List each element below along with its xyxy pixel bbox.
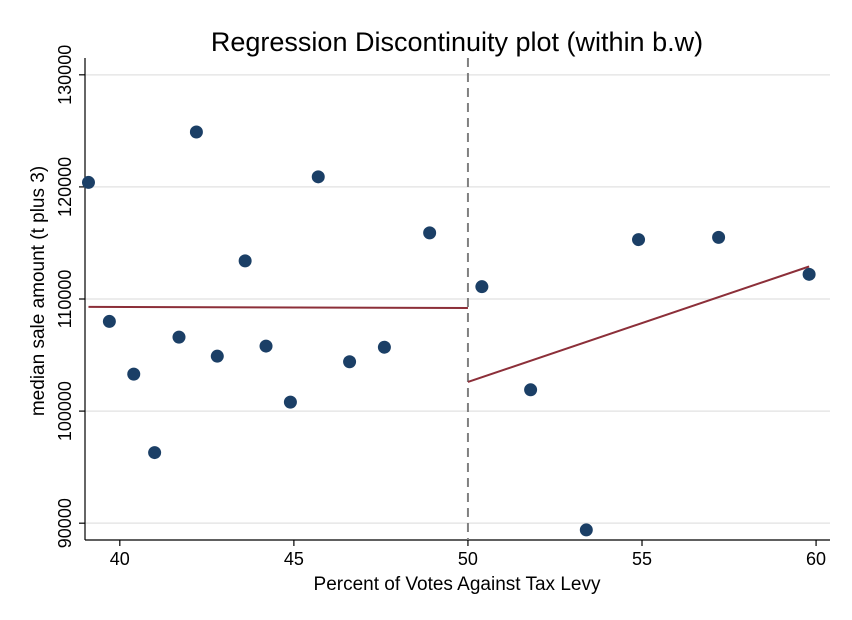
data-point xyxy=(377,340,391,354)
x-axis-label: Percent of Votes Against Tax Levy xyxy=(314,574,601,595)
data-point xyxy=(475,280,489,294)
data-point xyxy=(238,254,252,268)
x-tick-label: 60 xyxy=(806,549,826,569)
data-point xyxy=(524,383,538,397)
chart-title: Regression Discontinuity plot (within b.… xyxy=(211,27,703,57)
data-point xyxy=(802,267,816,281)
data-points xyxy=(81,125,816,537)
data-point xyxy=(343,355,357,369)
tick-labels: 90000 100000 110000 120000 130000 40 45 50 55 60 xyxy=(55,45,826,569)
y-tick-label: 130000 xyxy=(55,45,75,105)
data-point xyxy=(81,175,95,189)
gridlines xyxy=(85,74,830,524)
data-point xyxy=(632,233,646,247)
y-tick-label: 110000 xyxy=(55,270,75,329)
data-point xyxy=(311,170,325,184)
fit-lines xyxy=(88,265,810,383)
data-point xyxy=(172,330,186,344)
x-tick-label: 50 xyxy=(458,549,478,569)
data-point xyxy=(127,367,141,381)
fit-line-left xyxy=(88,305,468,309)
data-point xyxy=(423,226,437,240)
data-point xyxy=(148,446,162,460)
data-point xyxy=(579,523,593,537)
x-tick-label: 55 xyxy=(632,549,652,569)
y-tick-label: 120000 xyxy=(55,157,75,217)
data-point xyxy=(712,230,726,244)
y-tick-label: 100000 xyxy=(55,381,75,441)
data-point xyxy=(189,125,203,139)
y-axis-label: median sale amount (t plus 3) xyxy=(28,166,49,416)
axes xyxy=(79,58,830,546)
y-tick-label: 90000 xyxy=(55,498,75,548)
x-tick-label: 45 xyxy=(284,549,304,569)
x-tick-label: 40 xyxy=(110,549,130,569)
data-point xyxy=(259,339,273,353)
fit-line-right xyxy=(467,265,810,383)
data-point xyxy=(102,314,116,328)
data-point xyxy=(210,349,224,363)
data-point xyxy=(283,395,297,409)
